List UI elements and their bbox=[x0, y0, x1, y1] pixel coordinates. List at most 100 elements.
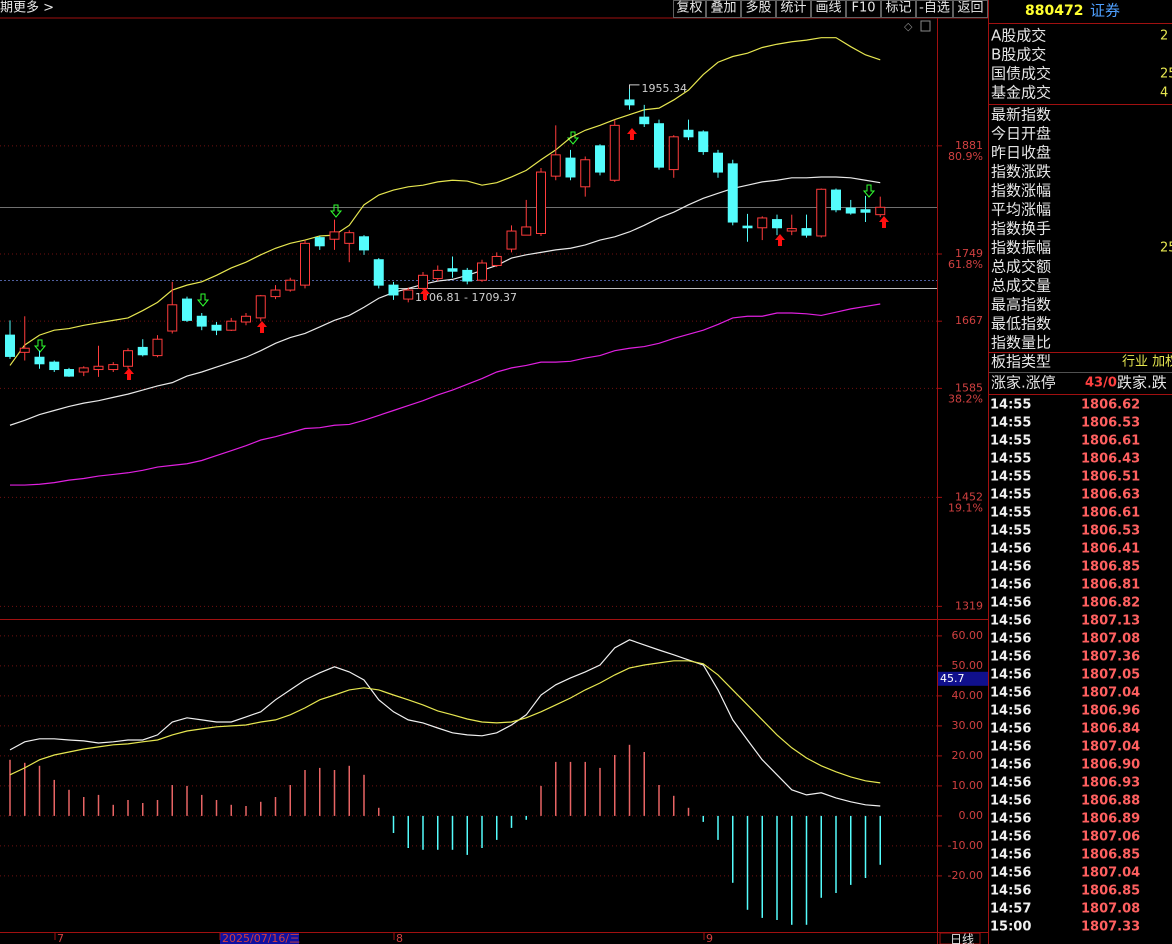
quote-label: B股成交 bbox=[991, 46, 1046, 64]
toolbar-button[interactable] bbox=[881, 0, 916, 18]
candle-body bbox=[19, 347, 30, 353]
quote-label: 今日开盘 bbox=[991, 125, 1051, 143]
x-tick-label: 8 bbox=[396, 932, 403, 944]
candle-body bbox=[683, 129, 694, 138]
trade-price: 1806.51 bbox=[1081, 470, 1140, 485]
toolbar-button[interactable] bbox=[846, 0, 881, 18]
candle-body bbox=[137, 346, 148, 356]
candle-body bbox=[34, 356, 45, 365]
candle-body bbox=[831, 189, 841, 211]
candle-body bbox=[432, 269, 443, 280]
candle-body bbox=[654, 123, 664, 168]
trade-price: 1807.04 bbox=[1081, 866, 1140, 881]
trade-price: 1807.08 bbox=[1081, 632, 1140, 647]
trade-price: 1806.90 bbox=[1081, 758, 1140, 773]
toolbar-button-label[interactable]: F10 bbox=[851, 1, 875, 16]
candle-body bbox=[108, 364, 119, 371]
sector-type-value: 行业 加权 bbox=[1122, 354, 1172, 370]
x-tick-label: 9 bbox=[706, 932, 713, 944]
trade-price: 1807.08 bbox=[1081, 902, 1140, 917]
candle-body bbox=[521, 226, 532, 236]
quote-value: 25 bbox=[1160, 67, 1172, 82]
candle-body bbox=[211, 324, 222, 331]
trade-time: 14:56 bbox=[990, 758, 1031, 773]
fib-label: 80.9% bbox=[948, 150, 983, 163]
toolbar-button[interactable] bbox=[706, 0, 741, 18]
trade-time: 14:56 bbox=[990, 578, 1031, 593]
y-tick-label: 50.00 bbox=[952, 659, 984, 672]
trade-time: 14:56 bbox=[990, 776, 1031, 791]
y-tick-label: 1585 bbox=[955, 381, 983, 394]
y-tick-label: 1319 bbox=[955, 599, 983, 612]
candle-body bbox=[491, 255, 502, 266]
toolbar-button-label[interactable]: 叠加 bbox=[710, 1, 736, 16]
trade-time: 14:56 bbox=[990, 794, 1031, 809]
trade-time: 14:55 bbox=[990, 434, 1031, 449]
toolbar-button[interactable] bbox=[741, 0, 776, 18]
trade-price: 1806.41 bbox=[1081, 542, 1140, 557]
chart-icon[interactable] bbox=[920, 20, 931, 32]
chart-icon[interactable]: ◇ bbox=[904, 20, 913, 33]
trade-price: 1806.61 bbox=[1081, 506, 1140, 521]
quote-value: 2 bbox=[1160, 29, 1168, 44]
trade-price: 1807.04 bbox=[1081, 686, 1140, 701]
toolbar-button[interactable] bbox=[916, 0, 953, 18]
toolbar-left-label: 期 bbox=[0, 1, 13, 16]
high-annotation: 1955.34 bbox=[642, 82, 688, 95]
trade-time: 14:56 bbox=[990, 542, 1031, 557]
fib-label: 19.1% bbox=[948, 501, 983, 514]
period-label[interactable]: 日线 bbox=[950, 933, 974, 944]
trade-price: 1806.82 bbox=[1081, 596, 1140, 611]
quote-label: 指数涨幅 bbox=[991, 182, 1051, 200]
toolbar-button-label[interactable]: 标记 bbox=[885, 1, 911, 16]
candle-body bbox=[285, 279, 296, 291]
quote-label: 指数振幅 bbox=[991, 239, 1051, 257]
toolbar-button-label[interactable]: -自选 bbox=[919, 1, 950, 16]
toolbar-button[interactable] bbox=[776, 0, 811, 18]
toolbar-button-label[interactable]: 返回 bbox=[957, 1, 983, 16]
trade-time: 14:57 bbox=[990, 902, 1031, 917]
candle-body bbox=[418, 274, 428, 289]
toolbar-button[interactable] bbox=[953, 0, 988, 18]
fib-label: 38.2% bbox=[948, 392, 983, 405]
trade-price: 1806.85 bbox=[1081, 848, 1140, 863]
toolbar-button-label[interactable]: 画线 bbox=[815, 1, 841, 16]
trade-price: 1806.85 bbox=[1081, 884, 1140, 899]
y-tick-label: 1881 bbox=[955, 139, 983, 152]
trade-time: 14:55 bbox=[990, 398, 1031, 413]
candle-body bbox=[447, 268, 458, 272]
candle-body bbox=[255, 295, 266, 319]
toolbar-button[interactable] bbox=[673, 0, 706, 18]
quote-panel: 880472 证券 板指类型 行业 加权 涨家.涨停 43/0 跌家.跌 bbox=[989, 2, 1172, 395]
trade-price: 1807.13 bbox=[1081, 614, 1140, 629]
candle-body bbox=[49, 361, 60, 371]
trade-time: 14:55 bbox=[990, 470, 1031, 485]
toolbar-button-label[interactable]: 复权 bbox=[676, 0, 702, 16]
candle-body bbox=[580, 159, 591, 188]
trade-time: 14:56 bbox=[990, 704, 1031, 719]
toolbar-button-label[interactable]: 统计 bbox=[780, 1, 806, 16]
candle-body bbox=[152, 338, 163, 357]
candle-body bbox=[816, 188, 827, 237]
trade-price: 1806.88 bbox=[1081, 794, 1140, 809]
candle-body bbox=[639, 116, 650, 125]
candle-body bbox=[93, 365, 104, 371]
quote-label: 最新指数 bbox=[991, 106, 1051, 124]
trade-price: 1807.04 bbox=[1081, 740, 1140, 755]
trade-time: 15:00 bbox=[990, 920, 1031, 935]
more-menu[interactable]: 更多 > bbox=[13, 0, 54, 16]
breadth-value: 43/0 bbox=[1085, 376, 1117, 391]
trade-price: 1806.84 bbox=[1081, 722, 1140, 737]
candle-body bbox=[64, 369, 74, 377]
macd-line bbox=[9, 639, 881, 807]
quote-label: 指数涨跌 bbox=[991, 163, 1051, 181]
period-box[interactable] bbox=[939, 932, 981, 944]
quote-label: 平均涨幅 bbox=[991, 201, 1051, 219]
y-tick-label: 1749 bbox=[955, 247, 983, 260]
toolbar-button-label[interactable]: 多股 bbox=[745, 0, 771, 16]
trade-price: 1806.96 bbox=[1081, 704, 1140, 719]
toolbar-button[interactable] bbox=[811, 0, 846, 18]
candle-body bbox=[241, 315, 251, 323]
trade-price: 1806.93 bbox=[1081, 776, 1140, 791]
